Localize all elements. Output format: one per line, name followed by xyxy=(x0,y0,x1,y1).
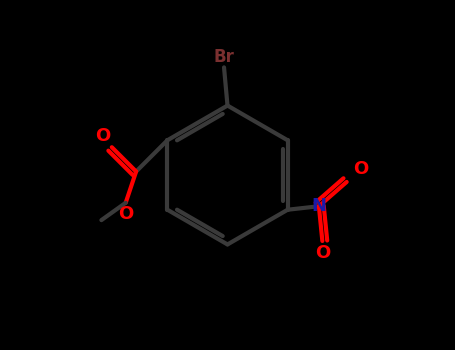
Text: O: O xyxy=(354,160,369,178)
Text: O: O xyxy=(118,204,133,223)
Text: Br: Br xyxy=(213,48,234,66)
Text: N: N xyxy=(311,197,326,215)
Text: O: O xyxy=(96,127,111,146)
Text: O: O xyxy=(315,244,330,262)
